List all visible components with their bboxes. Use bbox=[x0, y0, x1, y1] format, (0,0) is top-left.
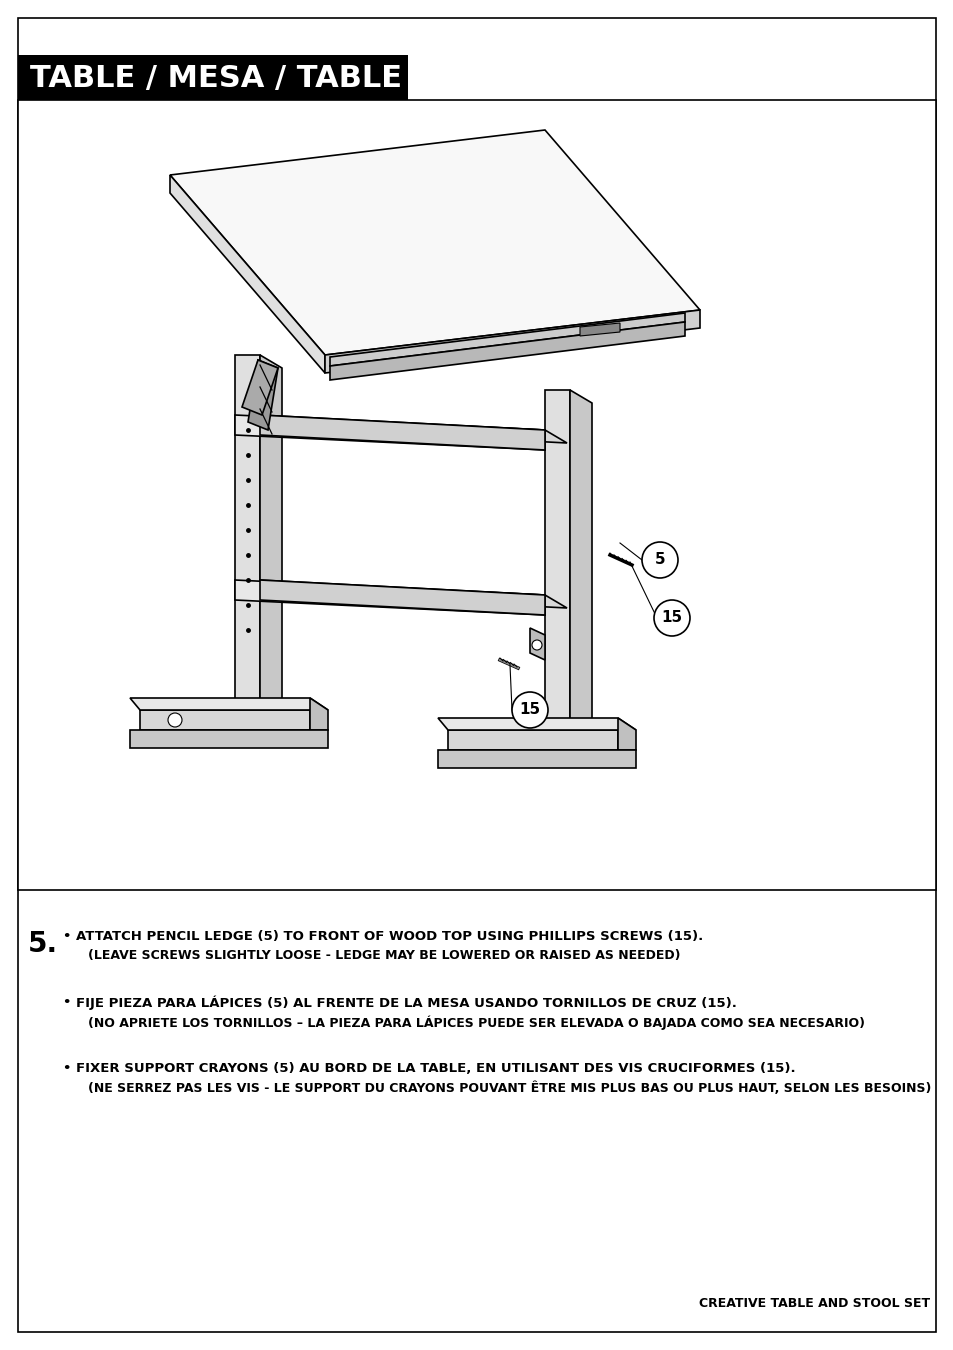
Text: •: • bbox=[62, 1062, 71, 1075]
Text: (NO APRIETE LOS TORNILLOS – LA PIEZA PARA LÁPICES PUEDE SER ELEVADA O BAJADA COM: (NO APRIETE LOS TORNILLOS – LA PIEZA PAR… bbox=[88, 1015, 864, 1030]
Polygon shape bbox=[130, 698, 328, 710]
Text: 5: 5 bbox=[654, 552, 664, 567]
Circle shape bbox=[168, 713, 182, 728]
Polygon shape bbox=[170, 176, 325, 373]
Polygon shape bbox=[330, 323, 684, 379]
Polygon shape bbox=[242, 360, 277, 414]
Polygon shape bbox=[310, 698, 328, 730]
Text: (LEAVE SCREWS SLIGHTLY LOOSE - LEDGE MAY BE LOWERED OR RAISED AS NEEDED): (LEAVE SCREWS SLIGHTLY LOOSE - LEDGE MAY… bbox=[88, 949, 679, 963]
Circle shape bbox=[654, 599, 689, 636]
Polygon shape bbox=[130, 730, 328, 748]
Text: ATTATCH PENCIL LEDGE (5) TO FRONT OF WOOD TOP USING PHILLIPS SCREWS (15).: ATTATCH PENCIL LEDGE (5) TO FRONT OF WOO… bbox=[76, 930, 702, 944]
Polygon shape bbox=[260, 580, 544, 616]
Polygon shape bbox=[260, 580, 566, 608]
Text: •: • bbox=[62, 996, 71, 1008]
Polygon shape bbox=[437, 718, 636, 730]
Polygon shape bbox=[330, 313, 684, 366]
Circle shape bbox=[512, 693, 547, 728]
Polygon shape bbox=[260, 414, 544, 450]
Text: 5.: 5. bbox=[28, 930, 58, 958]
Polygon shape bbox=[170, 130, 700, 355]
Circle shape bbox=[641, 541, 678, 578]
Polygon shape bbox=[579, 323, 619, 336]
Polygon shape bbox=[248, 360, 277, 431]
Polygon shape bbox=[569, 390, 592, 733]
Text: •: • bbox=[62, 930, 71, 944]
Polygon shape bbox=[234, 414, 544, 450]
Text: FIXER SUPPORT CRAYONS (5) AU BORD DE LA TABLE, EN UTILISANT DES VIS CRUCIFORMES : FIXER SUPPORT CRAYONS (5) AU BORD DE LA … bbox=[76, 1062, 795, 1075]
Text: CREATIVE TABLE AND STOOL SET: CREATIVE TABLE AND STOOL SET bbox=[699, 1297, 929, 1310]
Bar bbox=[18, 100, 935, 890]
Polygon shape bbox=[530, 628, 544, 660]
Text: (NE SERREZ PAS LES VIS - LE SUPPORT DU CRAYONS POUVANT ÊTRE MIS PLUS BAS OU PLUS: (NE SERREZ PAS LES VIS - LE SUPPORT DU C… bbox=[88, 1081, 930, 1095]
Polygon shape bbox=[325, 310, 700, 373]
Text: TABLE / MESA / TABLE: TABLE / MESA / TABLE bbox=[30, 65, 401, 93]
Polygon shape bbox=[260, 355, 282, 713]
Polygon shape bbox=[260, 414, 566, 443]
Polygon shape bbox=[234, 355, 260, 701]
Polygon shape bbox=[140, 710, 310, 730]
Circle shape bbox=[532, 640, 541, 649]
Text: 15: 15 bbox=[660, 610, 681, 625]
Bar bbox=[18, 55, 408, 103]
Text: 15: 15 bbox=[518, 702, 540, 717]
Polygon shape bbox=[448, 730, 618, 751]
Polygon shape bbox=[234, 580, 544, 616]
Polygon shape bbox=[437, 751, 636, 768]
Polygon shape bbox=[544, 390, 569, 720]
Text: FIJE PIEZA PARA LÁPICES (5) AL FRENTE DE LA MESA USANDO TORNILLOS DE CRUZ (15).: FIJE PIEZA PARA LÁPICES (5) AL FRENTE DE… bbox=[76, 996, 736, 1011]
Polygon shape bbox=[618, 718, 636, 751]
